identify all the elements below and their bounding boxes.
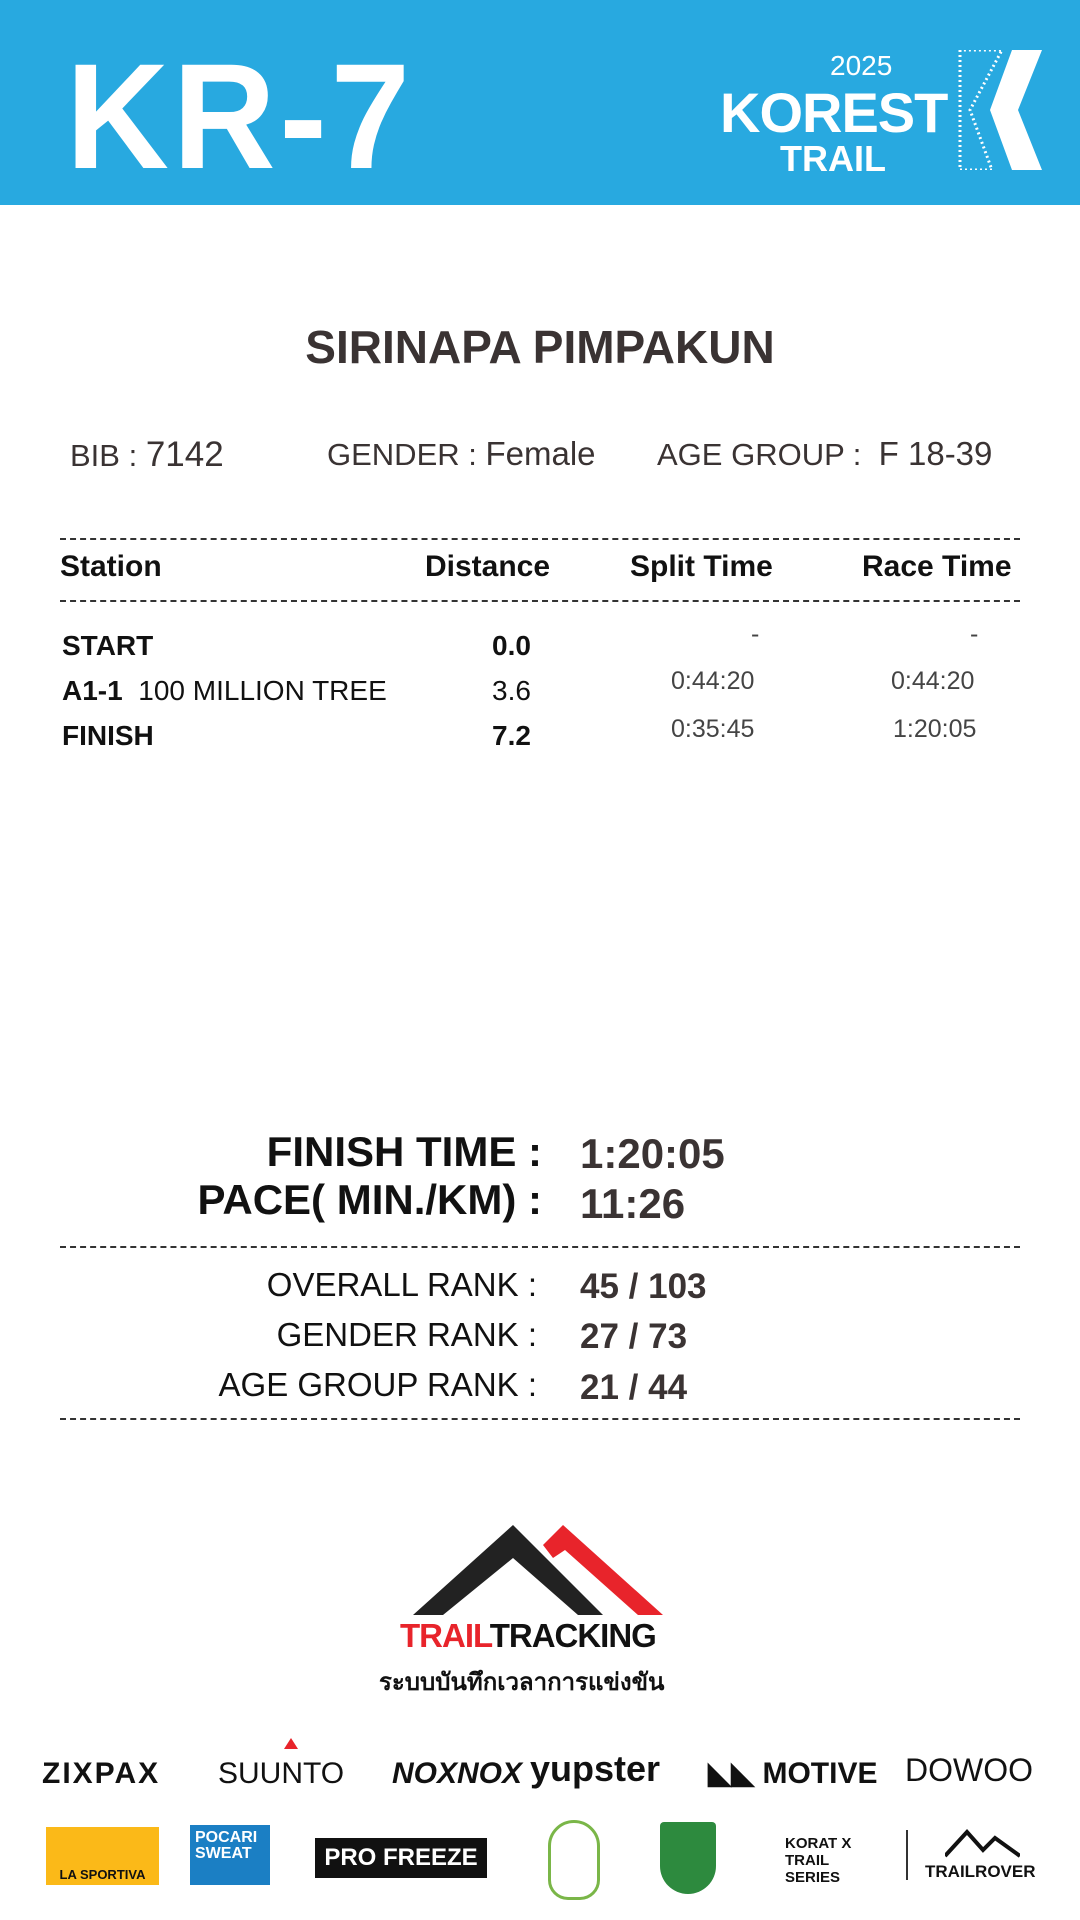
logo-year: 2025 <box>830 50 893 81</box>
motive-text: MOTIVE <box>762 1757 878 1790</box>
header-race: Race Time <box>862 550 1012 583</box>
mountain-icon <box>413 1525 663 1615</box>
station-code: FINISH <box>62 720 154 751</box>
header-split: Split Time <box>630 550 773 583</box>
trailrover-mountain-icon <box>945 1829 1020 1858</box>
divider <box>906 1830 908 1880</box>
age-group-rank-label: AGE GROUP RANK : <box>218 1366 537 1403</box>
gender-value: Female <box>485 435 596 472</box>
divider <box>60 1418 1020 1420</box>
header-banner: KR-7 2025 KOREST TRAIL <box>0 0 1080 205</box>
finish-time-label: FINISH TIME : <box>266 1128 542 1175</box>
pace-label: PACE( MIN./KM) : <box>197 1176 542 1223</box>
sponsor-la-sportiva: LA SPORTIVA <box>46 1827 159 1885</box>
overall-rank-label: OVERALL RANK : <box>266 1266 537 1303</box>
race-time: 0:44:20 <box>891 667 975 695</box>
sponsor-suunto: SUUNTO <box>218 1757 345 1790</box>
race-time: - <box>970 620 979 648</box>
logo-name: KOREST <box>720 81 948 144</box>
header-station: Station <box>60 550 162 583</box>
divider <box>60 600 1020 602</box>
x-mark-icon <box>958 50 1042 170</box>
gender-label: GENDER : <box>327 437 477 472</box>
race-time: 1:20:05 <box>893 715 977 743</box>
header-distance: Distance <box>425 550 551 583</box>
bib-value: 7142 <box>145 435 224 474</box>
sponsor-dowoo: DOWOO <box>905 1752 1033 1788</box>
runner-name: SIRINAPA PIMPAKUN <box>305 321 775 373</box>
sponsor-zixpax: ZIXPAX <box>42 1757 161 1790</box>
korest-trail-logo: 2025 KOREST TRAIL <box>720 50 1045 179</box>
sponsor-motive: ◣◣ MOTIVE <box>708 1757 878 1790</box>
age-group-info: AGE GROUP : F 18-39 <box>657 435 992 473</box>
split-time: 0:44:20 <box>671 667 755 695</box>
trailtracking-logo: TRAILTRACKING ระบบบันทึกเวลาการแข่งขัน <box>379 1520 685 1700</box>
gender-rank-value: 27 / 73 <box>580 1317 688 1356</box>
sponsor-noxnox: NOXNOX <box>392 1757 523 1790</box>
sponsor-trailrover: TRAILROVER <box>925 1862 1036 1881</box>
sponsor-korat-x: KORAT X TRAIL SERIES <box>785 1835 852 1886</box>
pace-value: 11:26 <box>580 1180 686 1227</box>
wildlife-sanctuary-emblem <box>660 1822 716 1894</box>
distance: 0.0 <box>492 630 531 661</box>
divider <box>60 538 1020 540</box>
age-group-value: F 18-39 <box>878 435 993 472</box>
sponsor-yupster: yupster <box>530 1748 661 1789</box>
suunto-triangle-icon <box>284 1738 298 1749</box>
divider <box>60 1246 1020 1248</box>
bib-label: BIB : <box>70 438 138 473</box>
event-code: KR-7 <box>66 32 414 200</box>
logo-tracking: TRACKING <box>489 1617 657 1654</box>
sponsor-pocari-sweat: POCARI SWEAT <box>190 1825 270 1885</box>
finish-time-value: 1:20:05 <box>580 1130 725 1177</box>
bib-info: BIB : 7142 <box>70 435 224 475</box>
gender-rank-label: GENDER RANK : <box>276 1316 537 1353</box>
logo-sub: TRAIL <box>780 138 886 179</box>
sponsor-pro-freeze: PRO FREEZE <box>315 1838 487 1878</box>
split-time: - <box>751 620 760 648</box>
government-emblem <box>548 1820 600 1900</box>
gender-info: GENDER : Female <box>327 435 596 473</box>
age-group-rank-value: 21 / 44 <box>580 1368 688 1407</box>
station-code: START <box>62 630 154 661</box>
split-time: 0:35:45 <box>671 715 755 743</box>
distance: 3.6 <box>492 675 531 706</box>
distance: 7.2 <box>492 720 531 751</box>
age-group-label: AGE GROUP : <box>657 437 862 472</box>
logo-thai-tagline: ระบบบันทึกเวลาการแข่งขัน <box>379 1669 665 1696</box>
overall-rank-value: 45 / 103 <box>580 1267 707 1306</box>
station-code: A1-1 <box>62 675 123 706</box>
station-name: 100 MILLION TREE <box>138 675 387 706</box>
logo-trail: TRAIL <box>400 1617 491 1654</box>
